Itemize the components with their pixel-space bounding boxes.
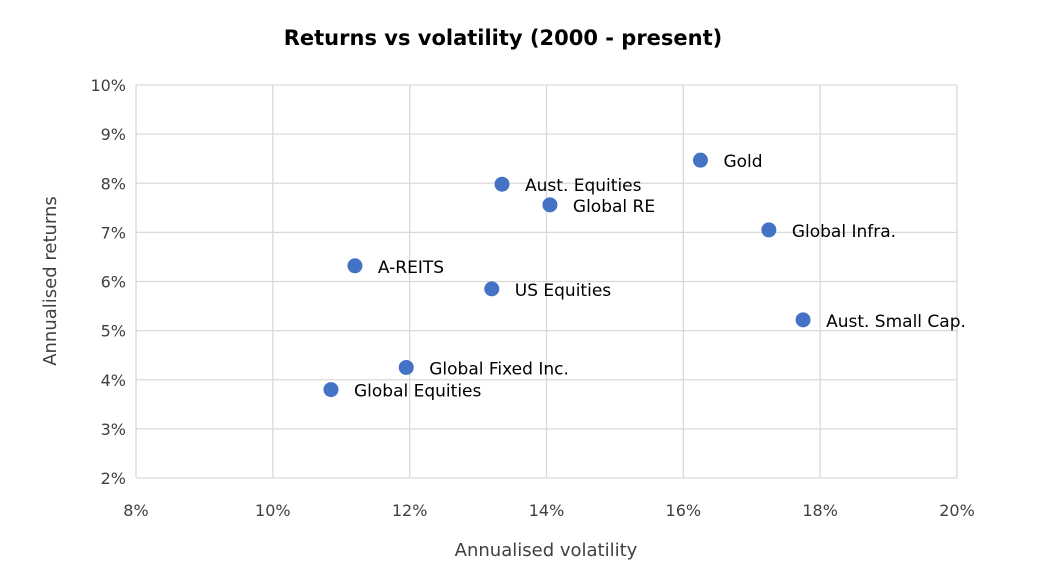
y-tick-label: 9% (101, 125, 126, 144)
x-axis-label: Annualised volatility (455, 540, 638, 561)
chart-title: Returns vs volatility (2000 - present) (284, 26, 723, 50)
y-tick-label: 6% (101, 273, 126, 292)
x-tick-label: 14% (529, 501, 565, 520)
data-point-label: A-REITS (378, 258, 444, 278)
y-tick-label: 8% (101, 174, 126, 193)
data-point (795, 312, 811, 328)
data-point-label: Global Fixed Inc. (429, 359, 569, 379)
tick-labels: 2% 3% 4% 5% 6% 7% 8% 9% 10% 8% 10% 12% 14% 16% 18% 20% (90, 76, 974, 520)
data-point (494, 176, 510, 192)
data-point (761, 222, 777, 238)
data-point (542, 197, 558, 213)
x-tick-label: 18% (802, 501, 838, 520)
y-tick-label: 4% (101, 371, 126, 390)
data-point-label: Aust. Small Cap. (826, 312, 966, 332)
y-tick-label: 2% (101, 469, 126, 488)
data-point (323, 382, 339, 398)
grid (135, 84, 958, 479)
y-tick-label: 3% (101, 420, 126, 439)
x-tick-label: 20% (939, 501, 975, 520)
data-point-label: Global Equities (354, 382, 482, 402)
y-tick-label: 10% (90, 76, 126, 95)
data-point (692, 152, 708, 168)
y-axis-label: Annualised returns (40, 196, 61, 366)
x-tick-label: 8% (123, 501, 148, 520)
data-point-label: Global Infra. (792, 222, 896, 242)
data-point-label: Aust. Equities (525, 176, 642, 196)
y-tick-label: 5% (101, 322, 126, 341)
x-tick-label: 12% (392, 501, 428, 520)
x-tick-label: 10% (255, 501, 291, 520)
data-point (398, 359, 414, 375)
x-tick-label: 16% (666, 501, 702, 520)
data-point-label: US Equities (515, 281, 612, 301)
y-tick-label: 7% (101, 223, 126, 242)
data-point-label: Global RE (573, 197, 655, 217)
data-point (347, 258, 363, 274)
data-point (484, 281, 500, 297)
data-point-label: Gold (723, 152, 762, 172)
